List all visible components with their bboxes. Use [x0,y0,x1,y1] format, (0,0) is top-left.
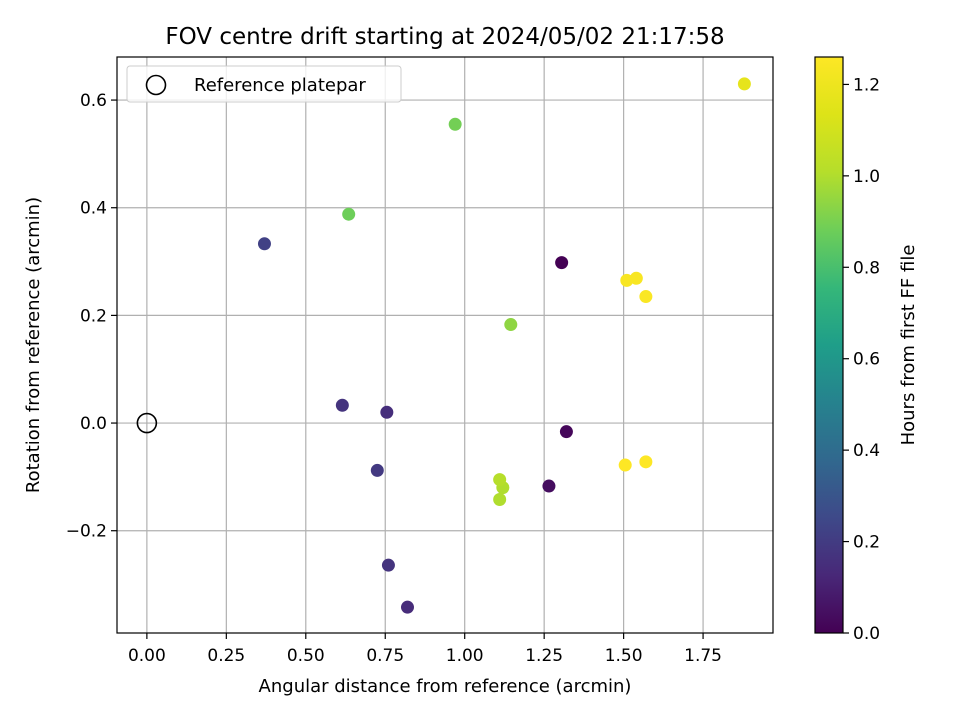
data-point [370,463,384,477]
legend-entry-reference: Reference platepar [194,75,366,96]
data-point [555,256,569,270]
reference-marker-layer [136,412,158,434]
colorbar-gradient [815,57,843,633]
x-tick-label: 0.00 [128,646,166,666]
x-axis: 0.00 0.25 0.50 0.75 1.00 1.25 1.50 1.75 [128,633,722,666]
data-point [335,398,349,412]
data-points [257,77,751,614]
y-tick-label: 0.2 [80,306,107,326]
x-tick-label: 0.25 [207,646,245,666]
data-point [504,318,518,332]
data-point [542,479,556,493]
colorbar-frame [814,56,844,634]
chart-title: FOV centre drift starting at 2024/05/02 … [165,24,724,50]
data-point [629,271,643,285]
colorbar-tick-label: 1.2 [853,75,880,95]
x-tick-label: 1.50 [605,646,643,666]
x-tick-label: 1.00 [446,646,484,666]
data-point [400,600,414,614]
colorbar-tick-label: 0.0 [853,624,880,644]
y-tick-label: 0.4 [80,199,107,219]
colorbar-ticks: 0.0 0.2 0.4 0.6 0.8 1.0 1.2 [843,75,880,644]
x-tick-label: 1.25 [525,646,563,666]
data-point [381,558,395,572]
data-point [618,458,632,472]
legend-reference-marker [145,74,167,96]
x-tick-label: 0.75 [366,646,404,666]
data-point [639,455,653,469]
plot-frame [116,56,774,634]
colorbar-tick-label: 1.0 [853,167,880,187]
colorbar: 0.0 0.2 0.4 0.6 0.8 1.0 1.2 Hours from first F… [814,56,919,644]
grid-lines [117,57,773,633]
data-point [380,405,394,419]
x-tick-label: 1.75 [684,646,722,666]
data-point [559,425,573,439]
y-tick-label: 0.6 [80,91,107,111]
x-tick-label: 0.50 [287,646,325,666]
data-point [493,473,507,487]
y-axis-label: Rotation from reference (arcmin) [23,197,44,493]
colorbar-tick-label: 0.8 [853,258,880,278]
data-point [639,290,653,304]
x-axis-label: Angular distance from reference (arcmin) [259,676,632,697]
data-point [257,237,271,251]
y-tick-label: 0.0 [80,414,107,434]
colorbar-tick-label: 0.2 [853,533,880,553]
data-point [493,492,507,506]
colorbar-tick-label: 0.4 [853,441,880,461]
y-tick-label: −0.2 [66,522,107,542]
data-point [737,77,751,91]
y-axis: −0.2 0.0 0.2 0.4 0.6 [66,91,117,542]
legend-box [126,65,402,103]
legend: Reference platepar [126,65,402,103]
data-point [342,207,356,221]
data-point [448,117,462,131]
reference-platepar-marker [136,412,158,434]
colorbar-label: Hours from first FF file [898,245,919,446]
colorbar-tick-label: 0.6 [853,350,880,370]
